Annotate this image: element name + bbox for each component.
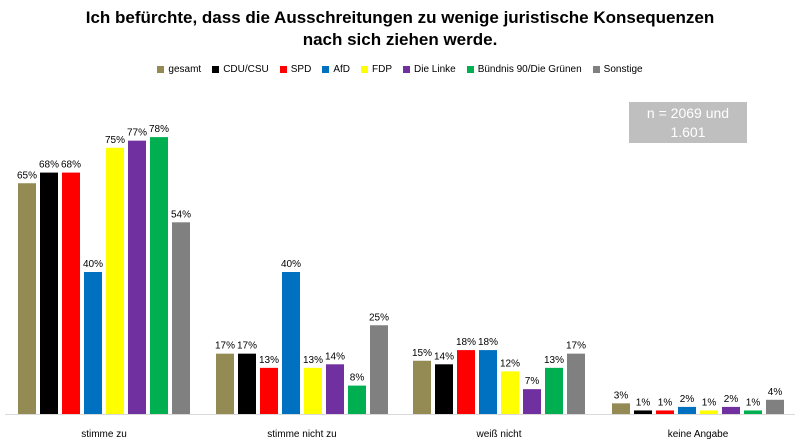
data-label: 13% (303, 355, 323, 366)
bar (523, 389, 541, 414)
bar (260, 367, 278, 414)
legend-swatch (361, 66, 368, 73)
bar (612, 403, 630, 414)
data-label: 25% (369, 312, 389, 323)
legend-item: SPD (279, 64, 312, 75)
bar (216, 353, 234, 414)
legend-swatch (322, 66, 330, 73)
legend-item: Bündnis 90/Die Grünen (466, 64, 582, 75)
bar (304, 367, 322, 414)
category-label: weiß nicht (475, 429, 521, 440)
legend-label: FDP (372, 64, 392, 75)
category-label: stimme nicht zu (267, 429, 336, 440)
legend: gesamt CDU/CSU SPD AfD FDP Die Linke Bündnis 9… (0, 64, 800, 75)
bar (413, 360, 431, 414)
legend-label: gesamt (168, 64, 202, 75)
bar (766, 399, 784, 414)
bar (128, 140, 146, 414)
bar (567, 353, 585, 414)
data-label: 17% (215, 341, 235, 352)
data-label: 17% (566, 341, 586, 352)
bar (40, 172, 58, 414)
legend-label: AfD (333, 64, 350, 75)
data-label: 15% (412, 348, 432, 359)
bar (370, 325, 388, 414)
legend-swatch (212, 66, 220, 73)
chart-title-line-2: nach sich ziehen werde. (302, 30, 498, 49)
legend-item: CDU/CSU (212, 64, 269, 75)
legend-swatch (279, 66, 287, 73)
bar (348, 385, 366, 414)
data-label: 75% (105, 135, 125, 146)
data-label: 1% (746, 397, 761, 408)
data-label: 65% (17, 170, 37, 181)
data-label: 18% (456, 337, 476, 348)
bar (84, 272, 102, 414)
data-label: 68% (61, 160, 81, 171)
sample-size-line-2: 1.601 (670, 124, 706, 140)
bar (501, 371, 519, 414)
bar (326, 364, 344, 414)
legend-item: FDP (361, 64, 392, 75)
sample-size-annotation: n = 2069 und 1.601 (629, 102, 747, 143)
legend-label: Bündnis 90/Die Grünen (477, 64, 582, 75)
data-label: 3% (614, 390, 629, 401)
bar (18, 183, 36, 414)
data-label: 40% (281, 259, 301, 270)
data-label: 1% (702, 397, 717, 408)
bar (722, 406, 740, 414)
legend-label: Sonstige (603, 64, 643, 75)
legend-label: SPD (290, 64, 312, 75)
category-label: stimme zu (81, 429, 127, 440)
bar (479, 350, 497, 414)
data-label: 18% (478, 337, 498, 348)
legend-item: AfD (322, 64, 350, 75)
legend-label: CDU/CSU (223, 64, 269, 75)
data-label: 14% (325, 351, 345, 362)
bar (545, 367, 563, 414)
data-label: 1% (636, 397, 651, 408)
category-label: keine Angabe (668, 429, 729, 440)
legend-label: Die Linke (414, 64, 456, 75)
data-label: 14% (434, 351, 454, 362)
bar (172, 222, 190, 414)
data-label: 12% (500, 358, 520, 369)
legend-swatch (403, 66, 410, 73)
data-label: 17% (237, 341, 257, 352)
legend-swatch (466, 66, 474, 73)
legend-item: Die Linke (403, 64, 456, 75)
bar (238, 353, 256, 414)
data-label: 54% (171, 209, 191, 220)
bar (150, 137, 168, 414)
data-label: 68% (39, 160, 59, 171)
data-label: 13% (544, 355, 564, 366)
data-label: 13% (259, 355, 279, 366)
bar (744, 410, 762, 414)
bar (457, 350, 475, 414)
data-label: 7% (525, 376, 540, 387)
sample-size-line-1: n = 2069 und (646, 105, 730, 121)
chart-title-line-1: Ich befürchte, dass die Ausschreitungen … (85, 8, 715, 27)
data-label: 40% (83, 259, 103, 270)
data-label: 78% (149, 124, 169, 135)
bar (282, 272, 300, 414)
data-label: 2% (680, 394, 695, 405)
bar (678, 406, 696, 414)
legend-swatch (157, 66, 165, 73)
data-label: 77% (127, 128, 147, 139)
legend-swatch (592, 66, 600, 73)
legend-item: Sonstige (592, 64, 643, 75)
bar (62, 172, 80, 414)
bar (106, 147, 124, 414)
bar (700, 410, 718, 414)
data-label: 8% (350, 373, 365, 384)
bar (634, 410, 652, 414)
legend-item: gesamt (157, 64, 201, 75)
data-label: 4% (768, 387, 783, 398)
data-label: 1% (658, 397, 673, 408)
bar (656, 410, 674, 414)
data-label: 2% (724, 394, 739, 405)
bar (435, 364, 453, 414)
